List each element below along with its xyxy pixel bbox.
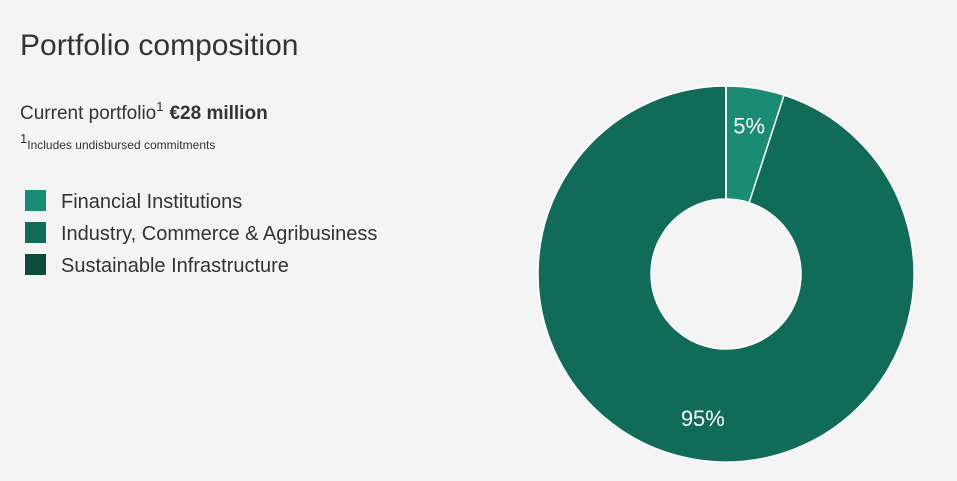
chart-title: Portfolio composition <box>20 29 298 62</box>
legend-label: Sustainable Infrastructure <box>61 255 289 277</box>
footnote-mark: 1 <box>20 131 27 146</box>
legend-swatch <box>25 190 46 211</box>
subtitle-label: Current portfolio <box>20 103 156 124</box>
subtitle: Current portfolio1 €28 million <box>20 99 268 124</box>
subtitle-value: €28 million <box>169 103 267 124</box>
subtitle-mark: 1 <box>156 99 163 114</box>
legend-label: Industry, Commerce & Agribusiness <box>61 223 377 245</box>
slice-label: 95% <box>681 406 725 431</box>
slice <box>537 85 915 463</box>
legend-label: Financial Institutions <box>61 191 242 213</box>
slice-label: 5% <box>733 114 765 139</box>
legend-swatch <box>25 222 46 243</box>
footnote-text: Includes undisbursed commitments <box>27 138 215 152</box>
legend-swatch <box>25 254 46 275</box>
footnote: 1Includes undisbursed commitments <box>20 131 215 152</box>
